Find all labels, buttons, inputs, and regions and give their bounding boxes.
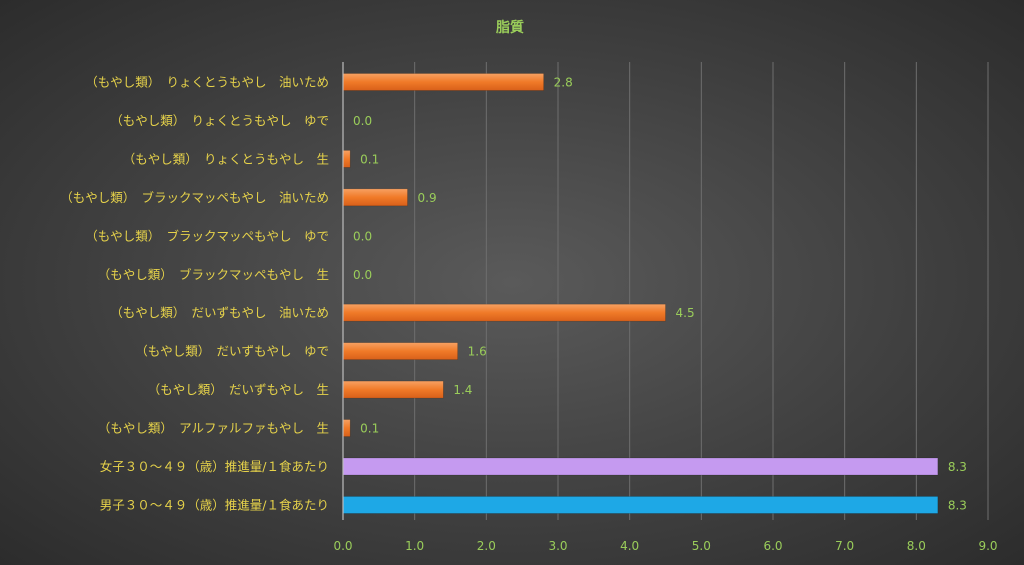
bar	[342, 188, 408, 207]
category-label: （もやし類） だいずもやし 生	[148, 382, 329, 397]
bar	[342, 419, 351, 437]
data-label: 0.1	[360, 152, 379, 166]
data-label: 0.9	[418, 191, 437, 205]
chart-title: 脂質	[495, 19, 524, 36]
category-label: 女子３０～４９（歳）推進量/１食あたり	[100, 459, 329, 474]
data-label: 1.4	[453, 383, 472, 397]
category-label: （もやし類） だいずもやし 油いため	[110, 305, 329, 320]
data-label: 0.0	[353, 229, 372, 243]
category-label: （もやし類） りょくとうもやし ゆで	[110, 113, 329, 128]
x-tick-label: 3.0	[548, 539, 567, 553]
bar	[342, 496, 939, 514]
category-label: （もやし類） りょくとうもやし 生	[123, 151, 329, 166]
bar	[342, 380, 444, 399]
category-label: （もやし類） ブラックマッペもやし ゆで	[85, 228, 329, 243]
bars: 2.8 0.0 0.1 0.9 0.0 0.0 4.5 1.6 1.4 0.1 8.3 8.3	[342, 73, 967, 514]
data-label: 2.8	[554, 76, 573, 90]
data-label: 4.5	[676, 306, 695, 320]
x-tick-label: 5.0	[692, 539, 711, 553]
data-label: 0.0	[353, 114, 372, 128]
x-tick-label: 1.0	[405, 539, 424, 553]
x-tick-label: 0.0	[333, 539, 352, 553]
gridlines	[414, 62, 989, 520]
x-tick-label: 7.0	[835, 539, 854, 553]
data-label: 1.6	[468, 345, 487, 359]
category-label: （もやし類） だいずもやし ゆで	[135, 344, 329, 359]
bar	[342, 150, 351, 168]
x-tick-label: 2.0	[477, 539, 496, 553]
x-tick-label: 8.0	[907, 539, 926, 553]
bar	[342, 73, 544, 91]
x-tick-label: 9.0	[978, 539, 997, 553]
data-label: 8.3	[948, 498, 967, 512]
x-tick-label: 4.0	[620, 539, 639, 553]
category-label: （もやし類） アルファルファもやし 生	[98, 421, 329, 436]
data-label: 8.3	[948, 460, 967, 474]
category-label: （もやし類） りょくとうもやし 油いため	[85, 75, 329, 90]
bar	[342, 457, 939, 476]
data-label: 0.1	[360, 422, 379, 436]
data-label: 0.0	[353, 268, 372, 282]
x-tick-label: 6.0	[763, 539, 782, 553]
category-labels: （もやし類） りょくとうもやし 油いため （もやし類） りょくとうもやし ゆで （も…	[60, 75, 329, 513]
category-label: 男子３０～４９（歳）推進量/１食あたり	[100, 497, 329, 512]
category-label: （もやし類） ブラックマッペもやし 生	[98, 267, 329, 282]
bar	[342, 303, 666, 322]
bar	[342, 342, 458, 360]
category-label: （もやし類） ブラックマッペもやし 油いため	[60, 190, 329, 205]
x-axis-ticks: 0.0 1.0 2.0 3.0 4.0 5.0 6.0 7.0 8.0 9.0	[333, 539, 997, 553]
